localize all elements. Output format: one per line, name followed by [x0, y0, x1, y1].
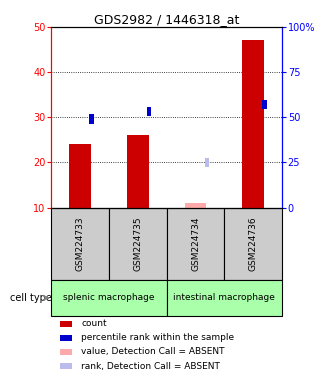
- Bar: [262, 100, 267, 109]
- FancyBboxPatch shape: [51, 207, 109, 280]
- Text: GSM224735: GSM224735: [133, 216, 142, 271]
- Text: percentile rank within the sample: percentile rank within the sample: [81, 333, 234, 342]
- Text: GSM224733: GSM224733: [76, 216, 84, 271]
- Text: value, Detection Call = ABSENT: value, Detection Call = ABSENT: [81, 348, 225, 356]
- Bar: [60, 349, 72, 355]
- Text: GSM224734: GSM224734: [191, 217, 200, 271]
- Bar: [184, 203, 207, 207]
- Text: GSM224736: GSM224736: [249, 216, 258, 271]
- FancyBboxPatch shape: [109, 207, 167, 280]
- FancyBboxPatch shape: [167, 207, 224, 280]
- Title: GDS2982 / 1446318_at: GDS2982 / 1446318_at: [94, 13, 239, 26]
- Bar: [60, 321, 72, 326]
- Text: rank, Detection Call = ABSENT: rank, Detection Call = ABSENT: [81, 361, 220, 371]
- Text: intestinal macrophage: intestinal macrophage: [174, 293, 275, 302]
- Bar: [69, 144, 91, 207]
- Bar: [242, 40, 264, 207]
- FancyBboxPatch shape: [167, 280, 282, 316]
- FancyBboxPatch shape: [224, 207, 282, 280]
- Bar: [89, 114, 94, 124]
- Bar: [60, 335, 72, 341]
- Bar: [147, 107, 151, 116]
- Bar: [127, 135, 149, 207]
- FancyBboxPatch shape: [51, 280, 167, 316]
- Bar: [60, 363, 72, 369]
- Text: count: count: [81, 319, 107, 328]
- Text: splenic macrophage: splenic macrophage: [63, 293, 155, 302]
- Text: cell type: cell type: [11, 293, 52, 303]
- Bar: [205, 158, 209, 167]
